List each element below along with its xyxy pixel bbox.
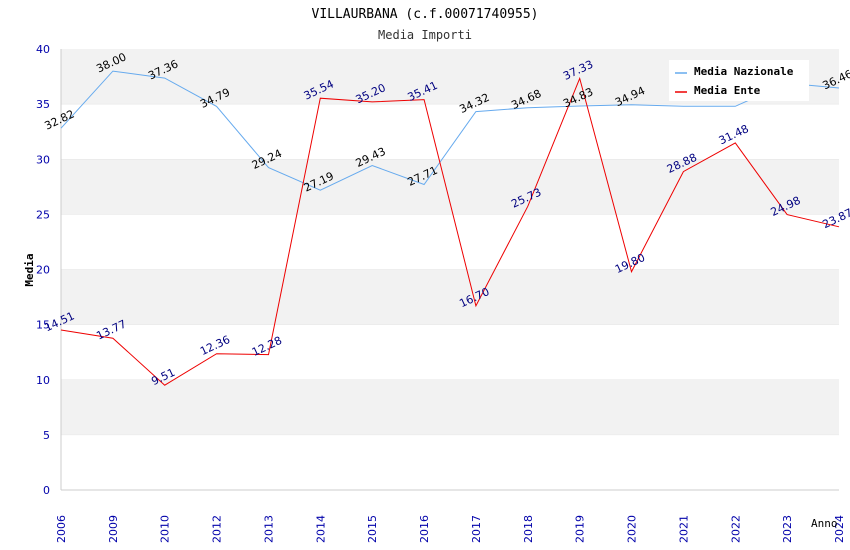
axes [60, 49, 839, 491]
series-line-media-nazionale [60, 70, 840, 191]
x-tick-label: 2012 [211, 515, 224, 543]
x-tick-label: 2010 [159, 515, 172, 543]
y-axis-ticks: 0 5 10 15 20 25 30 35 40 [36, 43, 50, 497]
x-axis-label: Anno [811, 517, 838, 530]
legend-label-media-nazionale: Media Nazionale [694, 65, 794, 78]
y-tick-label: 25 [36, 208, 50, 221]
x-tick-label: 2013 [262, 515, 275, 543]
grid-band [61, 269, 839, 325]
x-tick-label: 2015 [366, 515, 379, 543]
y-tick-label: 0 [43, 484, 50, 497]
x-tick-label: 2006 [55, 515, 68, 543]
y-tick-label: 40 [36, 43, 50, 56]
x-tick-label: 2022 [729, 515, 742, 543]
y-tick-label: 20 [36, 264, 50, 277]
x-tick-label: 2024 [833, 515, 846, 543]
x-tick-label: 2017 [470, 515, 483, 543]
legend-box [669, 60, 809, 101]
grid-band [61, 324, 839, 380]
y-axis-label: Media [23, 253, 36, 286]
y-tick-label: 15 [36, 319, 50, 332]
grid-band [61, 434, 839, 490]
y-tick-label: 5 [43, 429, 50, 442]
grid-band [61, 104, 839, 160]
y-tick-label: 30 [36, 153, 50, 166]
legend-label-media-ente: Media Ente [694, 84, 761, 97]
grid-band [61, 214, 839, 270]
x-tick-label: 2016 [418, 515, 431, 543]
legend: Media Nazionale Media Ente [669, 60, 809, 101]
grid-band [61, 379, 839, 435]
series-lines [60, 70, 840, 386]
y-tick-label: 10 [36, 374, 50, 387]
x-tick-label: 2023 [781, 515, 794, 543]
chart-subtitle: Media Importi [378, 28, 472, 42]
series-line-media-ente [60, 76, 840, 386]
x-tick-label: 2014 [314, 515, 327, 543]
grid-bands [61, 49, 839, 491]
x-tick-label: 2020 [626, 515, 639, 543]
x-tick-label: 2009 [107, 515, 120, 543]
x-tick-label: 2018 [522, 515, 535, 543]
chart-title: VILLAURBANA (c.f.00071740955) [312, 7, 539, 22]
y-tick-label: 35 [36, 98, 50, 111]
x-tick-label: 2019 [574, 515, 587, 543]
x-axis-ticks: 2006 2009 2010 2012 2013 2014 2015 2016 2017 2018… [55, 515, 846, 543]
x-tick-label: 2021 [677, 515, 690, 543]
grid-band [61, 159, 839, 215]
